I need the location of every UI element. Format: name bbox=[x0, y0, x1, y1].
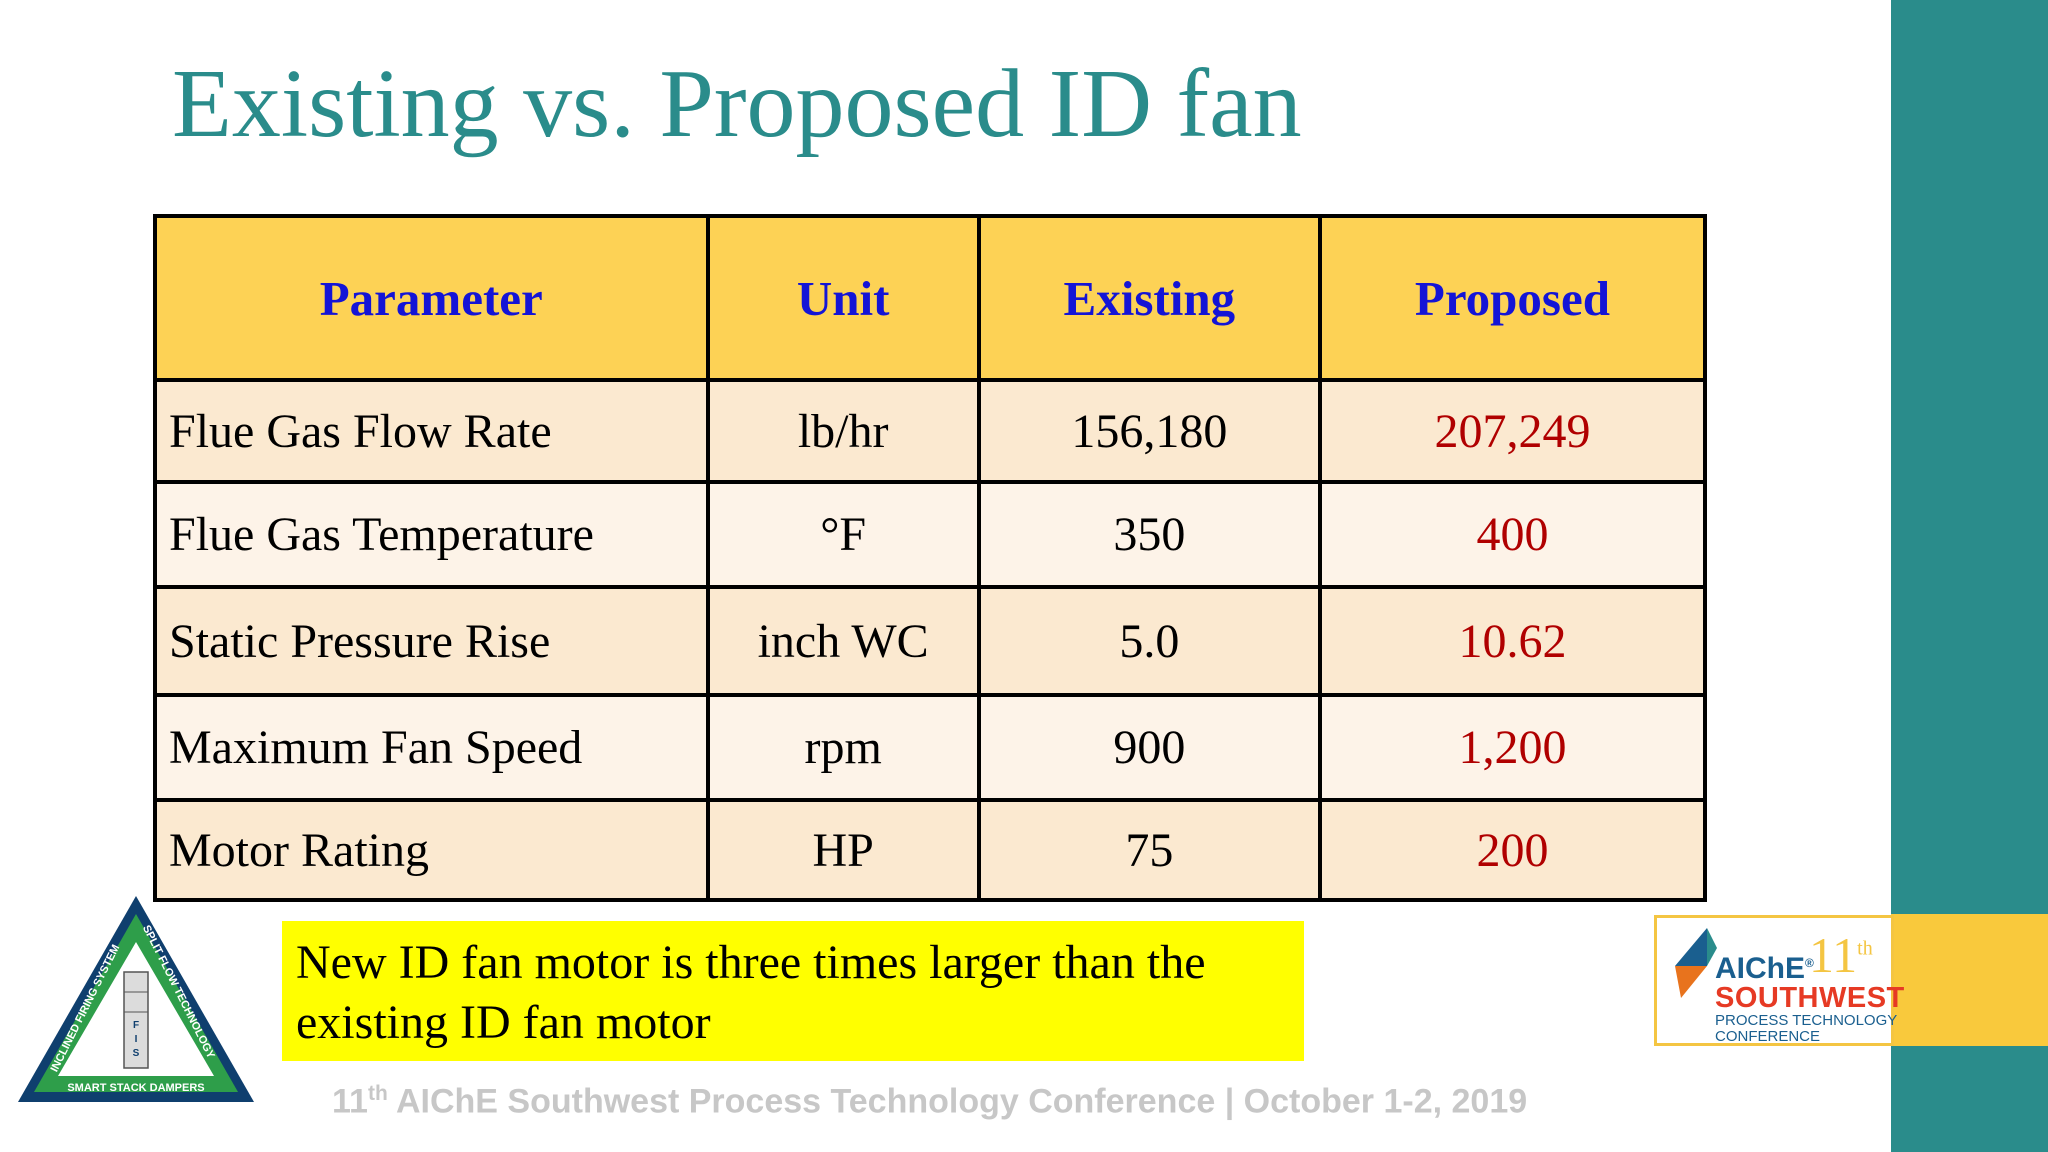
right-accent-gold-strip bbox=[1891, 914, 2048, 1046]
proposed-cell: 1,200 bbox=[1317, 693, 1708, 802]
header-proposed: Proposed bbox=[1317, 214, 1708, 382]
slide-title: Existing vs. Proposed ID fan bbox=[172, 50, 1302, 158]
footer-number: 11 bbox=[332, 1082, 368, 1121]
footer-text: 11th AIChE Southwest Process Technology … bbox=[332, 1082, 1527, 1121]
proposed-cell: 200 bbox=[1317, 798, 1708, 902]
parameter-cell: Flue Gas Flow Rate bbox=[153, 378, 710, 484]
header-existing: Existing bbox=[976, 214, 1322, 382]
unit-cell: rpm bbox=[705, 693, 981, 802]
aiche-brand: AIChE® bbox=[1715, 952, 1814, 985]
table-row: Motor Rating HP 75 200 bbox=[153, 798, 1708, 902]
existing-cell: 75 bbox=[976, 798, 1322, 902]
table-row: Flue Gas Flow Rate lb/hr 156,180 207,249 bbox=[153, 378, 1708, 484]
footer-ordinal: th bbox=[367, 1082, 388, 1105]
existing-cell: 350 bbox=[976, 480, 1322, 589]
existing-cell: 900 bbox=[976, 693, 1322, 802]
existing-cell: 156,180 bbox=[976, 378, 1322, 484]
fis-logo-bottom-text: SMART STACK DAMPERS bbox=[67, 1082, 204, 1094]
header-parameter: Parameter bbox=[153, 214, 710, 382]
table-row: Static Pressure Rise inch WC 5.0 10.62 bbox=[153, 585, 1708, 697]
aiche-logo: AIChE® 11th SOUTHWEST PROCESS TECHNOLOGY… bbox=[1654, 915, 1904, 1046]
aiche-mark-icon bbox=[1675, 928, 1717, 998]
parameter-cell: Flue Gas Temperature bbox=[153, 480, 710, 589]
footer-rest: AIChE Southwest Process Technology Confe… bbox=[387, 1082, 1528, 1121]
parameter-cell: Static Pressure Rise bbox=[153, 585, 710, 697]
existing-cell: 5.0 bbox=[976, 585, 1322, 697]
fis-letter-i: I bbox=[135, 1034, 138, 1045]
unit-cell: °F bbox=[705, 480, 981, 589]
unit-cell: inch WC bbox=[705, 585, 981, 697]
aiche-region: SOUTHWEST bbox=[1715, 982, 1905, 1014]
table-row: Maximum Fan Speed rpm 900 1,200 bbox=[153, 693, 1708, 802]
proposed-cell: 207,249 bbox=[1317, 378, 1708, 484]
unit-cell: HP bbox=[705, 798, 981, 902]
header-unit: Unit bbox=[705, 214, 981, 382]
parameter-cell: Motor Rating bbox=[153, 798, 710, 902]
comparison-table: Parameter Unit Existing Proposed Flue Ga… bbox=[153, 214, 1708, 902]
unit-cell: lb/hr bbox=[705, 378, 981, 484]
table-header-row: Parameter Unit Existing Proposed bbox=[153, 214, 1708, 382]
aiche-subtitle-1: PROCESS TECHNOLOGY bbox=[1715, 1012, 1898, 1029]
callout-note: New ID fan motor is three times larger t… bbox=[282, 921, 1304, 1061]
proposed-cell: 10.62 bbox=[1317, 585, 1708, 697]
table-row: Flue Gas Temperature °F 350 400 bbox=[153, 480, 1708, 589]
aiche-edition: 11th bbox=[1809, 927, 1873, 983]
fis-letter-f: F bbox=[133, 1020, 139, 1031]
stack-icon bbox=[123, 971, 149, 1069]
fis-logo: INCLINED FIRING SYSTEM SPLIT FLOW TECHNO… bbox=[18, 896, 254, 1102]
fis-letter-s: S bbox=[133, 1048, 140, 1059]
parameter-cell: Maximum Fan Speed bbox=[153, 693, 710, 802]
proposed-cell: 400 bbox=[1317, 480, 1708, 589]
aiche-subtitle-2: CONFERENCE bbox=[1715, 1028, 1821, 1045]
